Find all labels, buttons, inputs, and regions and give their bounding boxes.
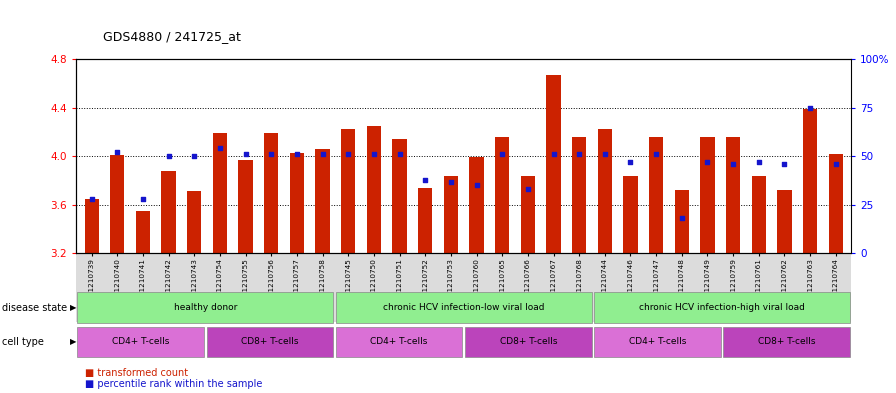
Text: CD8+ T-cells: CD8+ T-cells: [499, 337, 557, 346]
Bar: [521, 176, 535, 253]
Bar: [598, 129, 612, 253]
Bar: [547, 75, 561, 253]
Bar: [444, 176, 458, 253]
Point: [418, 176, 433, 183]
Point: [726, 161, 740, 167]
Point: [264, 151, 279, 158]
Point: [341, 151, 356, 158]
Bar: [752, 176, 766, 253]
Point: [701, 159, 715, 165]
Text: ■ transformed count: ■ transformed count: [85, 367, 188, 378]
Point: [366, 151, 381, 158]
Bar: [495, 137, 509, 253]
Point: [598, 151, 612, 158]
Bar: [187, 191, 202, 253]
Text: chronic HCV infection-high viral load: chronic HCV infection-high viral load: [639, 303, 805, 312]
Point: [135, 196, 150, 202]
Point: [752, 159, 766, 165]
Point: [624, 159, 638, 165]
Text: chronic HCV infection-low viral load: chronic HCV infection-low viral load: [383, 303, 545, 312]
Point: [649, 151, 663, 158]
Bar: [264, 133, 279, 253]
Point: [778, 161, 792, 167]
Point: [829, 161, 843, 167]
Point: [212, 145, 227, 152]
Bar: [392, 139, 407, 253]
Bar: [161, 171, 176, 253]
Text: GDS4880 / 241725_at: GDS4880 / 241725_at: [103, 30, 241, 43]
Bar: [366, 126, 381, 253]
Point: [803, 105, 817, 111]
Bar: [649, 137, 663, 253]
Bar: [778, 190, 791, 253]
Bar: [470, 158, 484, 253]
Bar: [289, 152, 304, 253]
Point: [161, 153, 176, 160]
Point: [675, 215, 689, 222]
FancyBboxPatch shape: [77, 292, 333, 323]
FancyBboxPatch shape: [594, 327, 720, 357]
Bar: [213, 133, 227, 253]
Point: [315, 151, 330, 158]
Text: CD4+ T-cells: CD4+ T-cells: [370, 337, 427, 346]
Bar: [341, 129, 355, 253]
FancyBboxPatch shape: [77, 327, 204, 357]
Bar: [573, 137, 586, 253]
FancyBboxPatch shape: [336, 327, 462, 357]
FancyBboxPatch shape: [594, 292, 850, 323]
Text: CD4+ T-cells: CD4+ T-cells: [112, 337, 169, 346]
Point: [392, 151, 407, 158]
Text: ▶: ▶: [70, 303, 76, 312]
Text: disease state: disease state: [2, 303, 67, 312]
Point: [547, 151, 561, 158]
Text: healthy donor: healthy donor: [174, 303, 237, 312]
Point: [572, 151, 586, 158]
Bar: [238, 160, 253, 253]
Bar: [829, 154, 843, 253]
Bar: [315, 149, 330, 253]
Text: CD4+ T-cells: CD4+ T-cells: [629, 337, 686, 346]
Bar: [110, 155, 125, 253]
FancyBboxPatch shape: [465, 327, 591, 357]
Bar: [84, 199, 99, 253]
Text: cell type: cell type: [2, 337, 44, 347]
Text: ▶: ▶: [70, 337, 76, 346]
Bar: [624, 176, 638, 253]
Text: CD8+ T-cells: CD8+ T-cells: [758, 337, 815, 346]
Point: [187, 153, 202, 160]
FancyBboxPatch shape: [207, 327, 333, 357]
Point: [110, 149, 125, 156]
Bar: [136, 211, 150, 253]
Bar: [726, 137, 740, 253]
Point: [289, 151, 304, 158]
Bar: [675, 190, 689, 253]
Point: [444, 178, 458, 185]
Bar: [701, 137, 714, 253]
Bar: [418, 188, 432, 253]
Point: [470, 182, 484, 189]
Point: [238, 151, 253, 158]
Bar: [803, 109, 817, 253]
FancyBboxPatch shape: [723, 327, 850, 357]
Text: CD8+ T-cells: CD8+ T-cells: [241, 337, 298, 346]
FancyBboxPatch shape: [336, 292, 591, 323]
Point: [521, 186, 535, 193]
Point: [84, 196, 99, 202]
Text: ■ percentile rank within the sample: ■ percentile rank within the sample: [85, 379, 263, 389]
Point: [495, 151, 509, 158]
